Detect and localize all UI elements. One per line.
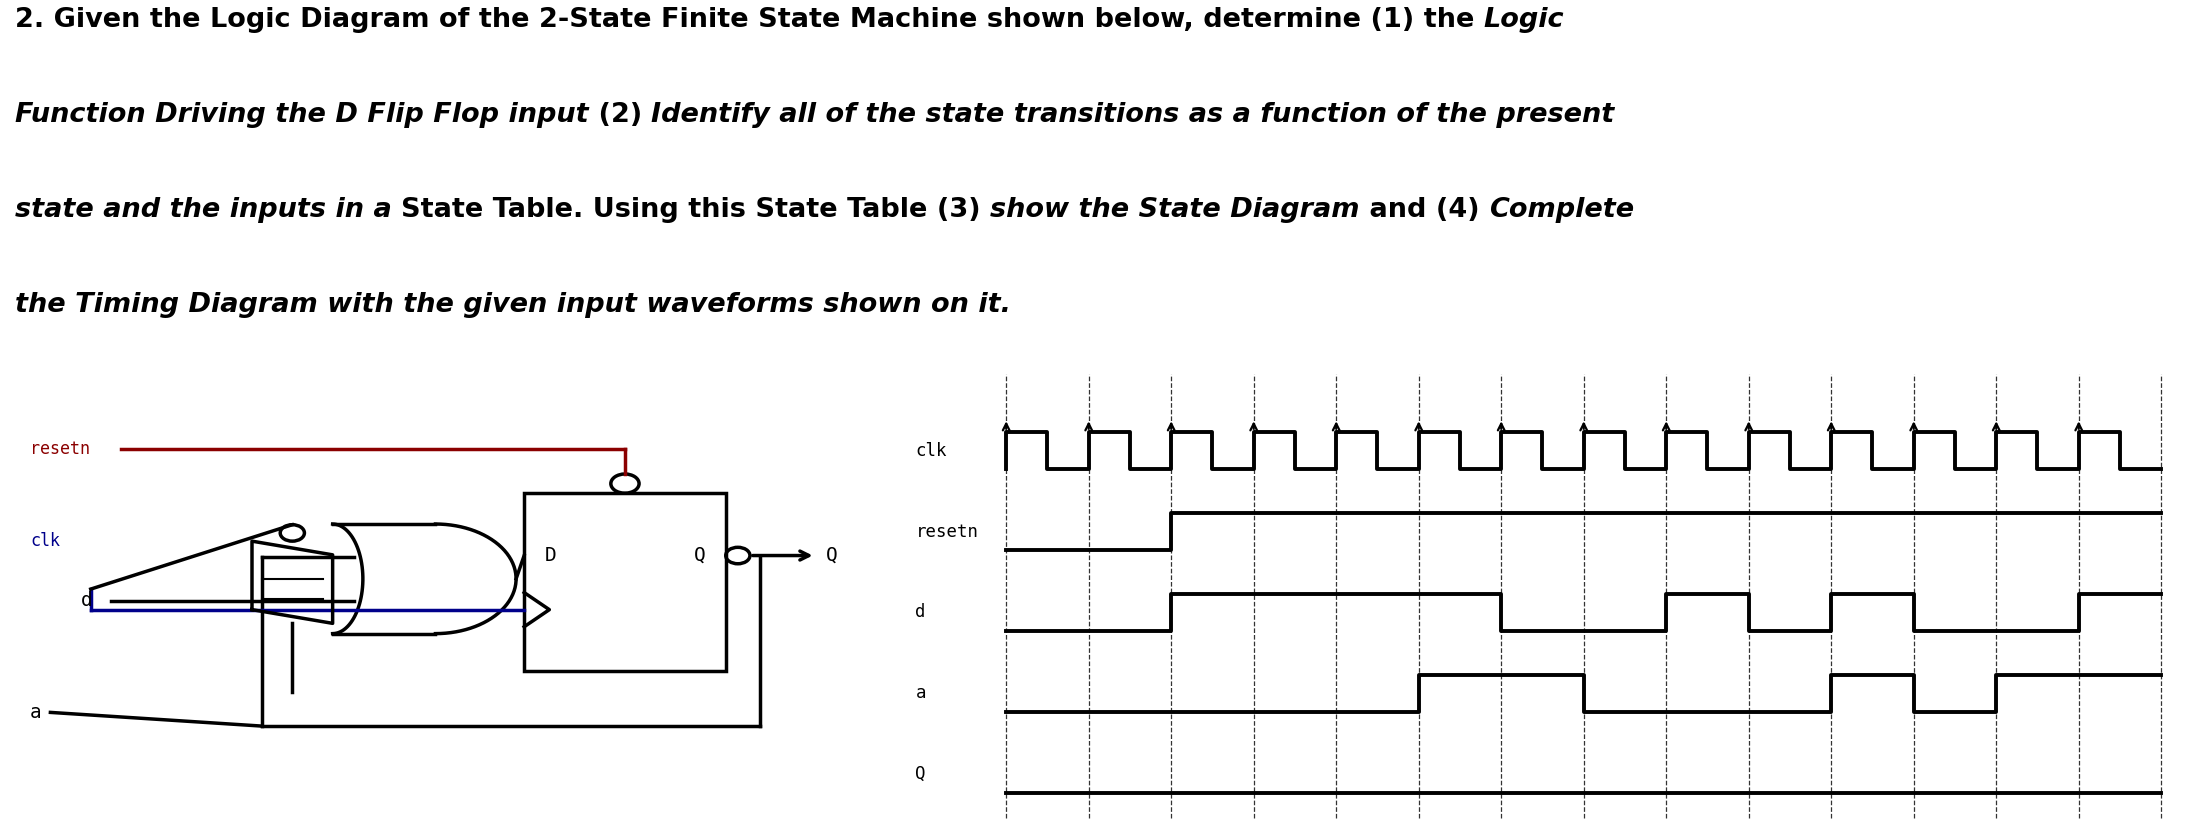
Text: state and the inputs in a: state and the inputs in a bbox=[15, 196, 402, 223]
Text: Identify all of the state transitions as a function of the present: Identify all of the state transitions as… bbox=[651, 102, 1615, 128]
Text: Q: Q bbox=[693, 546, 706, 565]
Text: the Timing Diagram with the given input waveforms shown on it.: the Timing Diagram with the given input … bbox=[15, 292, 1010, 317]
Text: State Table: State Table bbox=[402, 196, 573, 223]
Text: Complete: Complete bbox=[1489, 196, 1635, 223]
Text: d: d bbox=[916, 603, 927, 621]
Text: and (4): and (4) bbox=[1360, 196, 1489, 223]
Text: Q: Q bbox=[826, 546, 837, 565]
Text: D: D bbox=[544, 546, 555, 565]
Text: . Using this State Table (3): . Using this State Table (3) bbox=[573, 196, 990, 223]
Text: Logic: Logic bbox=[1484, 7, 1565, 33]
Text: Q: Q bbox=[916, 765, 927, 783]
Text: (2): (2) bbox=[588, 102, 651, 128]
Text: clk: clk bbox=[916, 441, 947, 459]
Text: resetn: resetn bbox=[916, 523, 979, 541]
Text: a: a bbox=[916, 685, 927, 702]
Text: show the State Diagram: show the State Diagram bbox=[990, 196, 1360, 223]
Text: 2. Given the Logic Diagram of the 2-State Finite State Machine shown below, dete: 2. Given the Logic Diagram of the 2-Stat… bbox=[15, 7, 1484, 33]
Text: a: a bbox=[31, 703, 42, 722]
Text: clk: clk bbox=[31, 532, 61, 550]
Text: resetn: resetn bbox=[31, 440, 90, 458]
Text: Function Driving the D Flip Flop input: Function Driving the D Flip Flop input bbox=[15, 102, 588, 128]
Bar bbox=[525, 493, 726, 672]
Text: d: d bbox=[81, 591, 92, 610]
